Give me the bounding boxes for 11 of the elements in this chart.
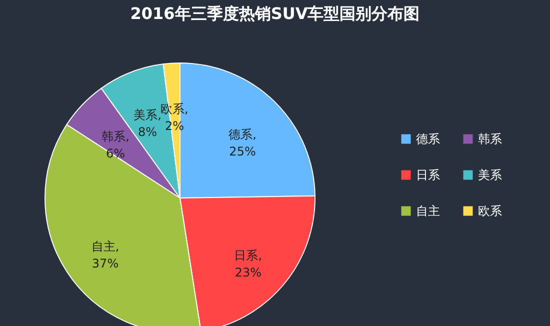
data-label: 自主, 37%	[91, 239, 120, 270]
legend-label: 韩系	[478, 132, 502, 146]
data-label: 日系, 23%	[234, 248, 262, 280]
legend-label: 欧系	[478, 204, 502, 218]
legend-label: 德系	[416, 132, 440, 146]
data-label: 美系, 8%	[134, 108, 162, 140]
data-label: 德系, 25%	[228, 128, 256, 159]
legend-label: 自主	[416, 204, 440, 218]
chart-title: 2016年三季度热销SUV车型国别分布图	[130, 4, 420, 23]
legend-label: 日系	[416, 168, 440, 182]
legend-label: 美系	[478, 168, 502, 182]
